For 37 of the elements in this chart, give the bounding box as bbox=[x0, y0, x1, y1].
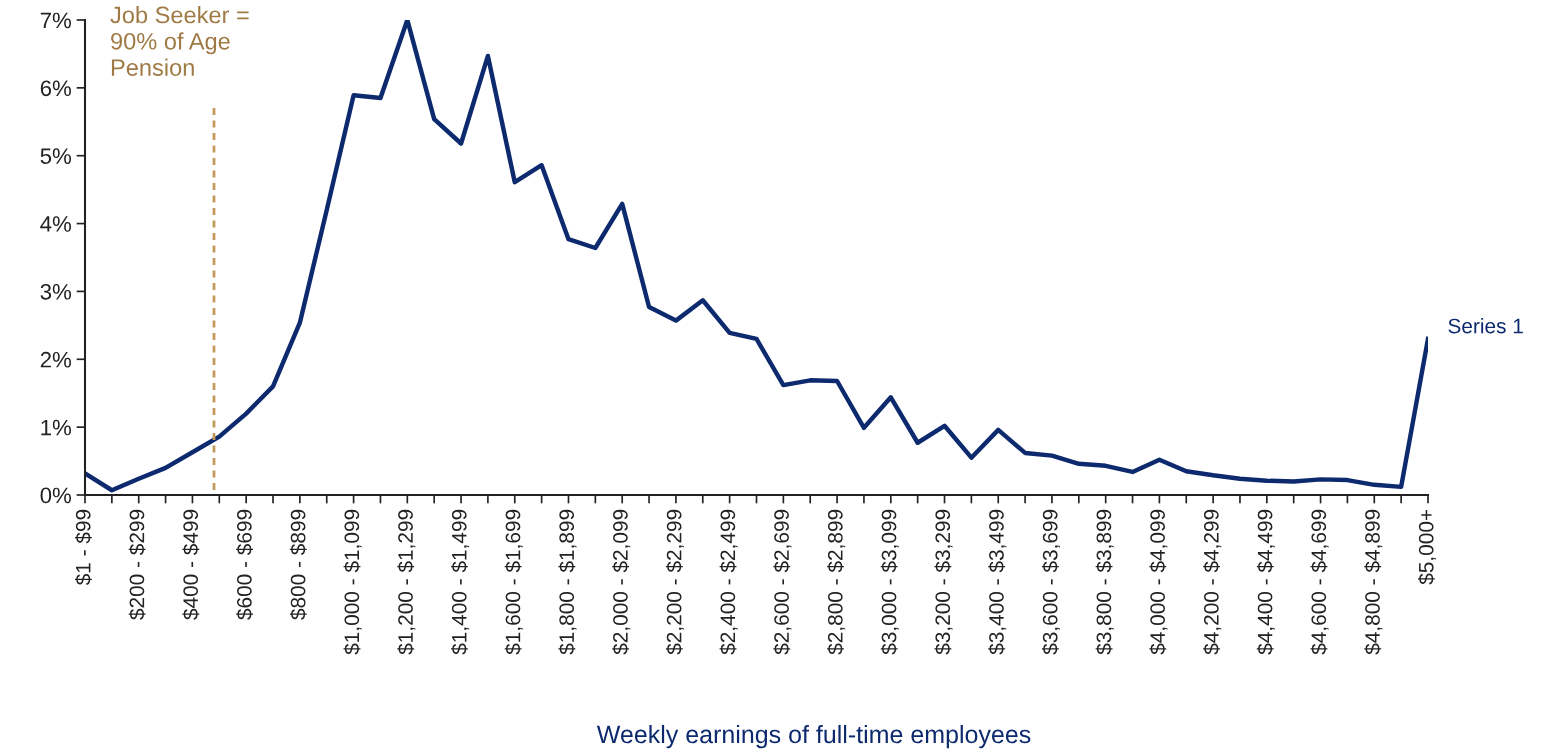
x-tick-label: $4,600 - $4,699 bbox=[1310, 509, 1329, 655]
x-tick-label: $4,000 - $4,099 bbox=[1149, 509, 1168, 655]
x-tick-label: $4,800 - $4,899 bbox=[1364, 509, 1383, 655]
y-tick-label: 1% bbox=[41, 419, 72, 436]
x-tick-label: $2,600 - $2,699 bbox=[773, 509, 792, 655]
x-tick-label: $400 - $499 bbox=[182, 509, 200, 620]
x-tick-label: $2,800 - $2,899 bbox=[827, 509, 846, 655]
x-tick-label: $1,200 - $1,299 bbox=[397, 509, 416, 655]
x-tick-label: $1,800 - $1,899 bbox=[558, 509, 577, 655]
x-tick-label: $2,200 - $2,299 bbox=[665, 509, 684, 655]
x-tick-label: $3,800 - $3,899 bbox=[1095, 509, 1114, 655]
x-tick-label: $2,000 - $2,099 bbox=[612, 509, 631, 655]
y-tick-label: 5% bbox=[40, 148, 72, 164]
y-tick-label: 2% bbox=[40, 351, 72, 368]
x-tick-label: $1,000 - $1,099 bbox=[343, 509, 362, 655]
x-tick-label: $1 - $99 bbox=[74, 509, 92, 586]
y-tick-label: 4% bbox=[40, 216, 72, 232]
x-tick-label: $200 - $299 bbox=[128, 509, 146, 620]
x-tick-label: $1,400 - $1,499 bbox=[451, 509, 470, 655]
x-tick-label: $3,200 - $3,299 bbox=[934, 509, 953, 655]
series-label: Series 1 bbox=[1448, 318, 1523, 334]
annotation: Job Seeker = 90% of Age Pension bbox=[110, 6, 249, 76]
x-axis-title: Weekly earnings of full-time employees bbox=[596, 724, 1031, 749]
y-tick-label: 6% bbox=[40, 80, 72, 97]
x-tick-label: $1,600 - $1,699 bbox=[504, 509, 523, 655]
x-tick-label: $4,400 - $4,499 bbox=[1256, 509, 1275, 655]
y-tick-label: 3% bbox=[40, 283, 72, 300]
x-tick-label: $800 - $899 bbox=[289, 509, 307, 620]
x-tick-label: $600 - $699 bbox=[236, 509, 253, 620]
x-tick-label: $2,400 - $2,499 bbox=[719, 509, 738, 655]
x-tick-label: $5,000+ bbox=[1417, 509, 1437, 585]
y-tick-label: 7% bbox=[40, 12, 72, 29]
x-tick-label: $4,200 - $4,299 bbox=[1203, 509, 1222, 655]
x-tick-label: $3,600 - $3,699 bbox=[1041, 509, 1061, 655]
x-tick-label: $3,000 - $3,099 bbox=[880, 509, 899, 655]
y-tick-label: 0% bbox=[40, 487, 72, 504]
x-tick-label: $3,400 - $3,499 bbox=[988, 509, 1007, 655]
